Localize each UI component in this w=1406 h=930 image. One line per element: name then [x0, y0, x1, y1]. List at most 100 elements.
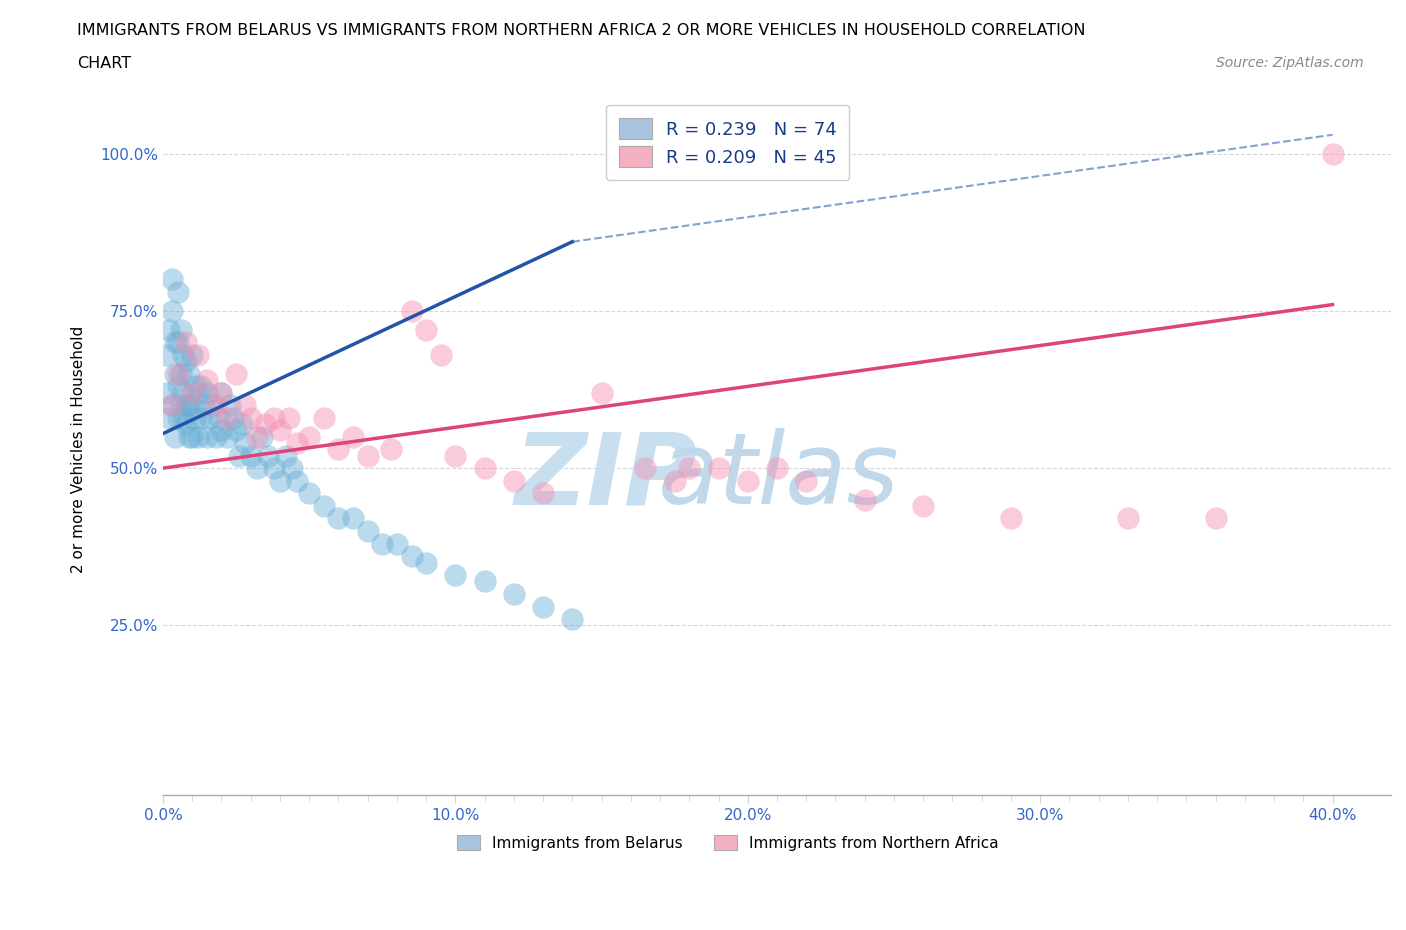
Point — [561, 612, 583, 627]
Point — [181, 385, 204, 400]
Point — [257, 448, 280, 463]
Point — [195, 373, 218, 388]
Point — [166, 285, 188, 299]
Point — [245, 460, 267, 475]
Point — [160, 272, 183, 286]
Point — [1205, 512, 1227, 526]
Point — [228, 448, 250, 463]
Point — [166, 379, 188, 393]
Point — [176, 417, 198, 432]
Point — [163, 335, 186, 350]
Point — [217, 410, 239, 425]
Text: Source: ZipAtlas.com: Source: ZipAtlas.com — [1216, 56, 1364, 70]
Point — [380, 442, 402, 457]
Point — [176, 398, 198, 413]
Point — [222, 410, 245, 425]
Point — [371, 537, 394, 551]
Point — [263, 410, 285, 425]
Point — [176, 353, 198, 368]
Point — [195, 385, 218, 400]
Point — [163, 430, 186, 445]
Point — [172, 410, 194, 425]
Point — [766, 460, 789, 475]
Point — [198, 410, 221, 425]
Point — [401, 549, 423, 564]
Point — [157, 323, 180, 338]
Point — [401, 303, 423, 318]
Point — [274, 448, 297, 463]
Point — [794, 473, 817, 488]
Point — [169, 323, 191, 338]
Point — [166, 335, 188, 350]
Point — [298, 430, 321, 445]
Point — [474, 574, 496, 589]
Point — [166, 366, 188, 381]
Point — [280, 460, 302, 475]
Point — [181, 430, 204, 445]
Point — [312, 410, 335, 425]
Point — [312, 498, 335, 513]
Point — [444, 567, 467, 582]
Y-axis label: 2 or more Vehicles in Household: 2 or more Vehicles in Household — [72, 326, 86, 573]
Point — [912, 498, 935, 513]
Point — [187, 348, 209, 363]
Point — [252, 430, 274, 445]
Text: CHART: CHART — [77, 56, 131, 71]
Point — [342, 512, 364, 526]
Point — [298, 485, 321, 500]
Point — [169, 398, 191, 413]
Point — [678, 460, 700, 475]
Point — [176, 335, 198, 350]
Point — [169, 366, 191, 381]
Point — [190, 379, 212, 393]
Point — [233, 435, 256, 450]
Point — [172, 348, 194, 363]
Point — [853, 492, 876, 507]
Point — [531, 599, 554, 614]
Point — [166, 410, 188, 425]
Point — [211, 385, 233, 400]
Point — [195, 430, 218, 445]
Point — [211, 385, 233, 400]
Point — [356, 524, 378, 538]
Point — [474, 460, 496, 475]
Point — [287, 473, 309, 488]
Point — [193, 398, 215, 413]
Point — [328, 512, 350, 526]
Point — [155, 385, 177, 400]
Point — [263, 460, 285, 475]
Point — [342, 430, 364, 445]
Point — [239, 448, 262, 463]
Point — [187, 430, 209, 445]
Point — [184, 410, 207, 425]
Point — [179, 398, 201, 413]
Point — [219, 398, 242, 413]
Point — [707, 460, 730, 475]
Point — [217, 430, 239, 445]
Point — [155, 348, 177, 363]
Point — [233, 398, 256, 413]
Legend: Immigrants from Belarus, Immigrants from Northern Africa: Immigrants from Belarus, Immigrants from… — [451, 829, 1004, 857]
Point — [328, 442, 350, 457]
Point — [444, 448, 467, 463]
Point — [181, 398, 204, 413]
Point — [157, 410, 180, 425]
Point — [231, 417, 253, 432]
Point — [181, 348, 204, 363]
Point — [239, 410, 262, 425]
Point — [356, 448, 378, 463]
Point — [207, 410, 229, 425]
Point — [502, 587, 524, 602]
Point — [277, 410, 299, 425]
Point — [1322, 146, 1344, 161]
Point — [415, 555, 437, 570]
Point — [225, 423, 247, 438]
Point — [190, 410, 212, 425]
Point — [160, 398, 183, 413]
Point — [187, 385, 209, 400]
Point — [287, 435, 309, 450]
Point — [1000, 512, 1022, 526]
Point — [245, 430, 267, 445]
Point — [184, 379, 207, 393]
Point — [201, 398, 224, 413]
